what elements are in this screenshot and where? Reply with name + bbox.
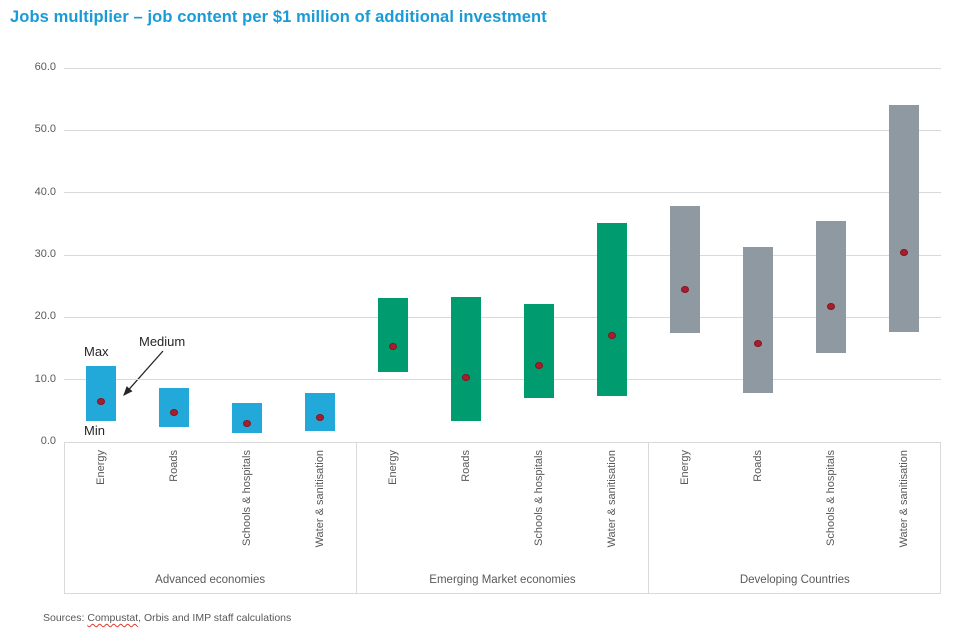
group-separator	[355, 442, 357, 594]
range-bar	[158, 387, 189, 428]
gridline	[64, 379, 941, 381]
median-dot	[827, 302, 836, 310]
median-dot	[96, 397, 105, 405]
y-tick-label: 60.0	[34, 61, 56, 73]
category-label: Schools & hospitals	[825, 450, 838, 546]
category-label: Water & sanitisation	[898, 450, 911, 548]
range-bar	[670, 205, 701, 333]
gridline	[64, 129, 941, 131]
median-dot	[169, 408, 178, 416]
range-bar	[304, 393, 335, 431]
category-label: Water & sanitisation	[313, 450, 326, 548]
source-word-spellcheck: Compustat	[87, 612, 139, 624]
annotation-min-label: Min	[84, 423, 105, 438]
jobs-multiplier-chart: Max Min Medium 0.0 10.0 20.0 30.0 40.0 50.0 60…	[34, 61, 941, 594]
category-label: Energy	[679, 450, 692, 485]
annotation-arrow	[123, 350, 164, 396]
range-bar	[85, 365, 116, 421]
category-label: Schools & hospitals	[240, 450, 253, 546]
category-label: Schools & hospitals	[533, 450, 546, 546]
y-tick-label: 20.0	[34, 310, 56, 323]
y-tick-label: 40.0	[34, 185, 56, 198]
median-dot	[461, 374, 470, 382]
median-dot	[681, 285, 690, 293]
y-tick-label: 0.0	[40, 435, 56, 447]
source-prefix: Sources:	[43, 612, 88, 624]
category-label: Water & sanitisation	[606, 450, 619, 548]
annotation-max-label: Max	[84, 344, 109, 359]
group-separator	[648, 442, 650, 594]
median-dot	[315, 414, 324, 422]
range-bar	[450, 296, 481, 422]
category-axis-box	[64, 442, 941, 594]
group-label: Emerging Market economies	[429, 574, 576, 586]
median-dot	[900, 249, 909, 256]
category-label: Roads	[167, 450, 180, 482]
median-dot	[388, 342, 397, 350]
range-bar	[524, 303, 555, 399]
chart-title: Jobs multiplier – job content per $1 mil…	[10, 8, 547, 26]
y-tick-label: 10.0	[34, 372, 56, 385]
gridline	[64, 254, 941, 256]
range-bar	[889, 105, 920, 332]
median-dot	[535, 362, 544, 370]
range-bar	[816, 220, 847, 354]
annotation-medium-label: Medium	[139, 334, 186, 349]
y-tick-label: 50.0	[34, 123, 56, 136]
category-label: Roads	[752, 450, 765, 482]
range-bar	[597, 223, 628, 396]
source-note: Sources: Compustat, Orbis and IMP staff …	[43, 612, 291, 624]
range-bar	[743, 246, 774, 394]
gridline	[64, 192, 941, 194]
gridline	[64, 67, 941, 69]
group-label: Developing Countries	[739, 574, 850, 586]
gridline	[64, 316, 941, 318]
source-rest: , Orbis and IMP staff calculations	[138, 612, 292, 624]
range-bar	[377, 298, 408, 373]
median-dot	[754, 340, 763, 347]
group-label: Advanced economies	[155, 574, 266, 586]
category-label: Energy	[94, 450, 107, 485]
y-tick-label: 30.0	[34, 248, 56, 260]
category-label: Roads	[459, 450, 472, 482]
median-dot	[608, 331, 617, 339]
category-label: Energy	[386, 450, 399, 485]
median-dot	[242, 419, 251, 427]
range-bar	[231, 402, 262, 434]
